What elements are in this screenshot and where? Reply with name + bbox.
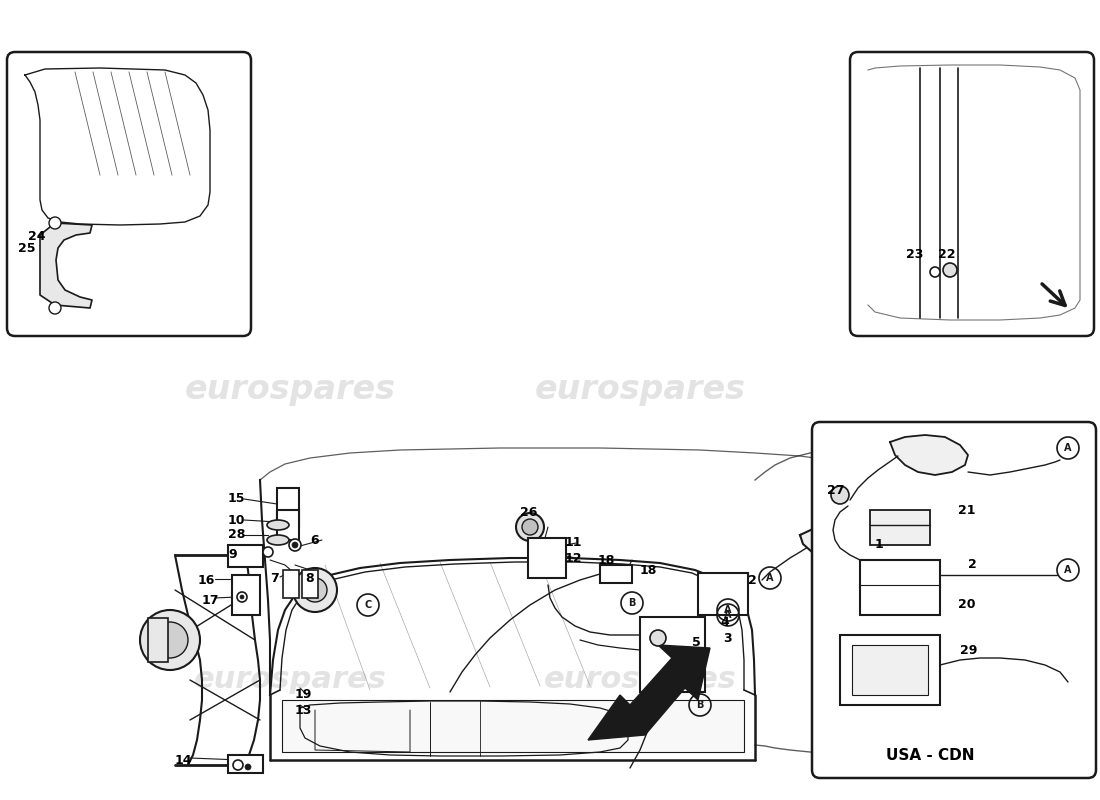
- Text: 20: 20: [958, 598, 976, 611]
- Bar: [698, 573, 748, 615]
- Text: 10: 10: [228, 514, 245, 526]
- Circle shape: [140, 610, 200, 670]
- Text: 15: 15: [228, 491, 245, 505]
- Text: 3: 3: [723, 631, 732, 645]
- Bar: [640, 617, 705, 692]
- Circle shape: [650, 630, 666, 646]
- Text: 16: 16: [198, 574, 216, 586]
- Bar: [277, 510, 299, 540]
- Circle shape: [292, 542, 298, 548]
- Circle shape: [930, 267, 940, 277]
- Bar: [840, 635, 940, 705]
- Text: 22: 22: [938, 249, 956, 262]
- Bar: [852, 645, 928, 695]
- Polygon shape: [800, 525, 865, 560]
- Text: 17: 17: [202, 594, 220, 606]
- Bar: [870, 510, 930, 545]
- Circle shape: [522, 519, 538, 535]
- Circle shape: [289, 539, 301, 551]
- Text: 2: 2: [748, 574, 757, 586]
- Bar: [228, 755, 263, 773]
- Text: A: A: [724, 610, 732, 620]
- Text: 26: 26: [520, 506, 538, 519]
- Text: eurospares: eurospares: [194, 666, 386, 694]
- Text: 12: 12: [565, 551, 583, 565]
- FancyBboxPatch shape: [7, 52, 251, 336]
- Text: 23: 23: [906, 249, 923, 262]
- Text: 21: 21: [958, 503, 976, 517]
- Ellipse shape: [267, 520, 289, 530]
- Circle shape: [516, 513, 544, 541]
- Circle shape: [245, 764, 251, 770]
- Circle shape: [263, 547, 273, 557]
- Text: 25: 25: [18, 242, 35, 254]
- Circle shape: [302, 578, 327, 602]
- Bar: [228, 545, 263, 567]
- Text: A: A: [1065, 565, 1071, 575]
- Text: 9: 9: [228, 549, 236, 562]
- Circle shape: [943, 263, 957, 277]
- Circle shape: [152, 622, 188, 658]
- Bar: [528, 538, 566, 578]
- Text: 18: 18: [640, 563, 658, 577]
- Bar: [148, 618, 168, 662]
- Bar: [283, 570, 299, 598]
- Text: 24: 24: [28, 230, 45, 243]
- Text: USA - CDN: USA - CDN: [886, 747, 975, 762]
- Text: 2: 2: [968, 558, 977, 571]
- Text: 19: 19: [295, 689, 312, 702]
- Text: 18: 18: [598, 554, 615, 566]
- Circle shape: [233, 760, 243, 770]
- Text: 11: 11: [565, 537, 583, 550]
- Circle shape: [240, 595, 244, 599]
- Text: eurospares: eurospares: [543, 666, 736, 694]
- Bar: [600, 565, 632, 583]
- Text: 5: 5: [692, 635, 701, 649]
- Text: 14: 14: [175, 754, 192, 766]
- Circle shape: [50, 217, 60, 229]
- Text: B: B: [628, 598, 636, 608]
- Text: 1: 1: [874, 538, 883, 551]
- FancyBboxPatch shape: [812, 422, 1096, 778]
- Text: 28: 28: [228, 529, 245, 542]
- Text: 13: 13: [295, 703, 312, 717]
- Circle shape: [236, 592, 248, 602]
- Polygon shape: [40, 223, 92, 308]
- Text: 6: 6: [310, 534, 319, 546]
- Text: 4: 4: [720, 615, 728, 629]
- Bar: [232, 575, 260, 615]
- Bar: [860, 560, 940, 615]
- Text: A: A: [724, 605, 732, 615]
- Bar: [282, 700, 744, 752]
- Circle shape: [293, 568, 337, 612]
- Bar: [302, 570, 318, 598]
- Ellipse shape: [267, 535, 289, 545]
- Polygon shape: [588, 645, 710, 740]
- Circle shape: [830, 486, 849, 504]
- Bar: [277, 488, 299, 526]
- Text: A: A: [767, 573, 773, 583]
- Text: eurospares: eurospares: [535, 374, 746, 406]
- Text: C: C: [364, 600, 372, 610]
- Text: A: A: [1065, 443, 1071, 453]
- Text: eurospares: eurospares: [185, 374, 396, 406]
- FancyBboxPatch shape: [850, 52, 1094, 336]
- Text: 27: 27: [827, 483, 845, 497]
- Text: 8: 8: [305, 571, 314, 585]
- Text: A: A: [871, 505, 879, 515]
- Text: B: B: [696, 700, 704, 710]
- Text: 29: 29: [960, 643, 978, 657]
- Circle shape: [50, 302, 60, 314]
- Text: 7: 7: [270, 571, 278, 585]
- Polygon shape: [890, 435, 968, 475]
